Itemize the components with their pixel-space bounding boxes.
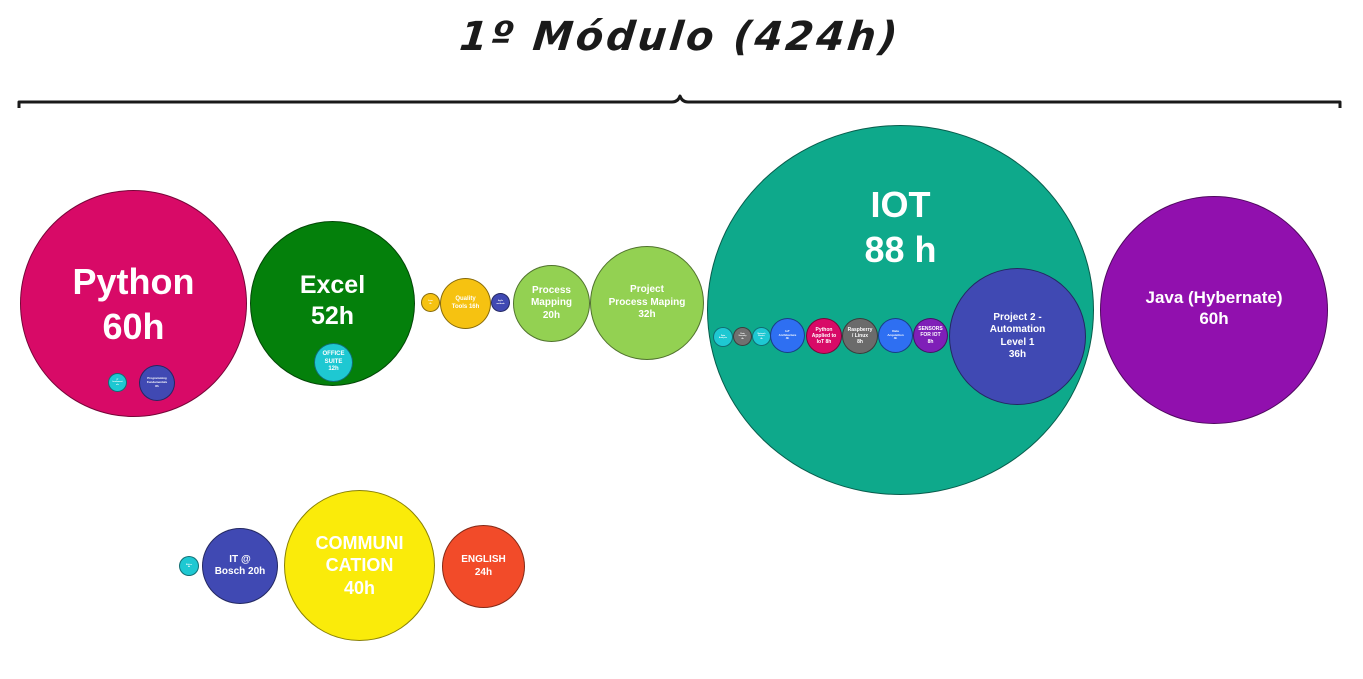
process-mapping-label: Process Mapping 20h — [530, 284, 573, 321]
data-analysis-bubble[interactable]: Data Analysis — [713, 327, 733, 347]
python-bubble[interactable]: Python 60h — [20, 190, 247, 417]
iot-architecture-label: IoT Architecture 4h — [778, 328, 797, 341]
lean-label: Lean 4h — [428, 300, 433, 305]
process-mapping-bubble[interactable]: Process Mapping 20h — [513, 265, 590, 342]
it-fundamentals-bubble[interactable]: IT fundament als — [108, 373, 127, 392]
java-label: Java (Hybernate) 60h — [1145, 288, 1283, 329]
office-suite-bubble[interactable]: OFFICE SUITE 12h — [314, 343, 353, 382]
lean-bubble[interactable]: Lean 4h — [421, 293, 440, 312]
quality-tools-label: Quality Tools 16h — [451, 296, 480, 310]
network-basics-bubble[interactable]: Network Basics 4h — [752, 327, 771, 346]
iot-label: IOT 88 h — [864, 184, 937, 270]
quality-tools-bubble[interactable]: Quality Tools 16h — [440, 278, 491, 329]
office-suite-label: OFFICE SUITE 12h — [322, 351, 345, 373]
raspberry-linux-label: Raspberry / Linux 8h — [847, 326, 873, 346]
sensors-iot-bubble[interactable]: SENSORS FOR IOT 8h — [913, 318, 948, 353]
agile-label: Agile methods — [496, 300, 505, 305]
raspberry-linux-bubble[interactable]: Raspberry / Linux 8h — [842, 318, 878, 354]
project-process-mapping-bubble[interactable]: Project Process Maping 32h — [590, 246, 704, 360]
ethics-bubble[interactable]: Ethics 4h — [179, 556, 199, 576]
english-label: ENGLISH 24h — [461, 554, 506, 578]
data-security-bubble[interactable]: Data Security 4h — [733, 327, 752, 346]
iot-architecture-bubble[interactable]: IoT Architecture 4h — [770, 318, 805, 353]
data-acquisition-bubble[interactable]: Data Acquisition 4h — [878, 318, 913, 353]
ethics-label: Ethics 4h — [185, 563, 192, 569]
python-applied-iot-label: Python Applied to IoT 8h — [811, 326, 837, 346]
it-bosch-bubble[interactable]: IT @ Bosch 20h — [202, 528, 278, 604]
data-analysis-label: Data Analysis — [718, 334, 728, 340]
agile-bubble[interactable]: Agile methods — [491, 293, 510, 312]
it-bosch-label: IT @ Bosch 20h — [214, 553, 266, 578]
python-applied-iot-bubble[interactable]: Python Applied to IoT 8h — [806, 318, 842, 354]
it-fundamentals-label: IT fundament als — [112, 378, 123, 386]
programming-fundamentals-label: Programming Fundamentals 8h — [146, 376, 168, 388]
network-basics-label: Network Basics 4h — [757, 332, 766, 340]
data-acquisition-label: Data Acquisition 4h — [887, 328, 904, 341]
java-bubble[interactable]: Java (Hybernate) 60h — [1100, 196, 1328, 424]
communication-bubble[interactable]: COMMUNI CATION 40h — [284, 490, 435, 641]
data-security-label: Data Security 4h — [738, 332, 747, 340]
project-process-mapping-label: Project Process Maping 32h — [608, 284, 686, 320]
module-brace — [17, 94, 1342, 108]
python-label: Python 60h — [72, 261, 195, 347]
programming-fundamentals-bubble[interactable]: Programming Fundamentals 8h — [139, 365, 175, 401]
sensors-iot-label: SENSORS FOR IOT 8h — [918, 326, 943, 345]
english-bubble[interactable]: ENGLISH 24h — [442, 525, 525, 608]
project2-automation-label: Project 2 - Automation Level 1 36h — [989, 311, 1046, 361]
excel-label: Excel 52h — [299, 271, 366, 331]
project2-automation-bubble[interactable]: Project 2 - Automation Level 1 36h — [949, 268, 1086, 405]
communication-label: COMMUNI CATION 40h — [315, 532, 404, 598]
